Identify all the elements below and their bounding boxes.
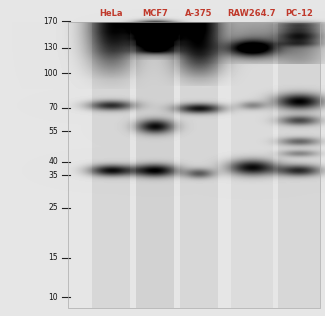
Text: 170: 170 [44,16,58,26]
Text: 15: 15 [48,253,58,263]
Text: A-375: A-375 [185,9,213,19]
Text: 35: 35 [48,171,58,179]
Text: RAW264.7: RAW264.7 [228,9,276,19]
Text: 55: 55 [48,126,58,136]
Text: HeLa: HeLa [99,9,123,19]
Text: 100: 100 [44,69,58,77]
Text: 25: 25 [48,204,58,212]
Text: 70: 70 [48,104,58,112]
Text: PC-12: PC-12 [285,9,313,19]
Text: 130: 130 [44,44,58,52]
Text: 40: 40 [48,157,58,167]
Bar [68,22,320,308]
Text: 10: 10 [48,293,58,301]
Text: MCF7: MCF7 [142,9,168,19]
